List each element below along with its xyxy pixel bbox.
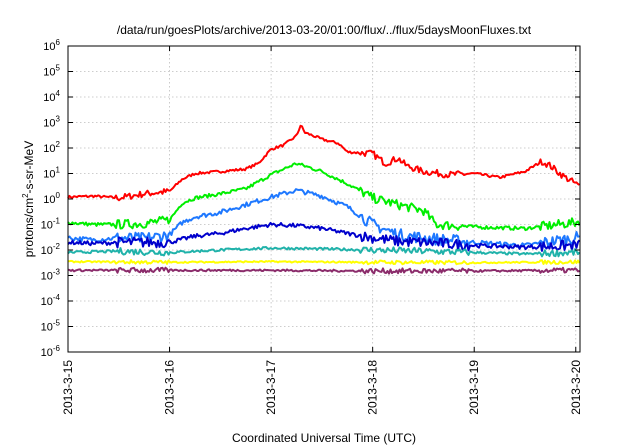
y-tick-label: 102	[43, 140, 60, 155]
y-axis-label: protons/cm2-s-sr-MeV	[21, 141, 36, 257]
y-tick-label: 104	[43, 89, 60, 104]
x-tick-label: 2013-3-19	[467, 360, 481, 415]
series-line-5	[67, 246, 581, 258]
y-tick-label: 106	[43, 38, 60, 53]
series-line-6	[68, 259, 581, 266]
x-axis-label: Coordinated Universal Time (UTC)	[232, 431, 416, 445]
series-layer	[67, 124, 581, 275]
y-tick-label: 10-4	[41, 293, 61, 308]
y-tick-label: 10-3	[41, 268, 61, 283]
y-tick-label: 10-1	[41, 217, 61, 232]
y-tick-label: 105	[43, 64, 60, 79]
series-line-7	[67, 266, 580, 275]
x-tick-label: 2013-3-15	[61, 360, 75, 415]
x-tick-label: 2013-3-16	[163, 360, 177, 415]
series-line-3	[67, 188, 580, 248]
y-tick-label: 10-5	[41, 319, 61, 334]
x-tick-label: 2013-3-20	[569, 360, 583, 415]
y-tick-label: 10-2	[41, 242, 61, 257]
y-tick-label: 10-6	[41, 344, 61, 359]
series-line-4	[67, 221, 581, 252]
y-tick-label: 101	[43, 166, 60, 181]
y-tick-label: 100	[43, 191, 60, 206]
x-tick-label: 2013-3-18	[366, 360, 380, 415]
axis-ticks: 10-6 10-5 10-4 10-3 10-2 10-1 100 101 102 103 104 1…	[41, 38, 583, 415]
chart-title: /data/run/goesPlots/archive/2013-03-20/0…	[117, 23, 532, 37]
series-line-2	[67, 162, 581, 232]
series-line-1	[67, 124, 581, 202]
x-tick-label: 2013-3-17	[264, 360, 278, 415]
y-tick-label: 103	[43, 115, 60, 130]
